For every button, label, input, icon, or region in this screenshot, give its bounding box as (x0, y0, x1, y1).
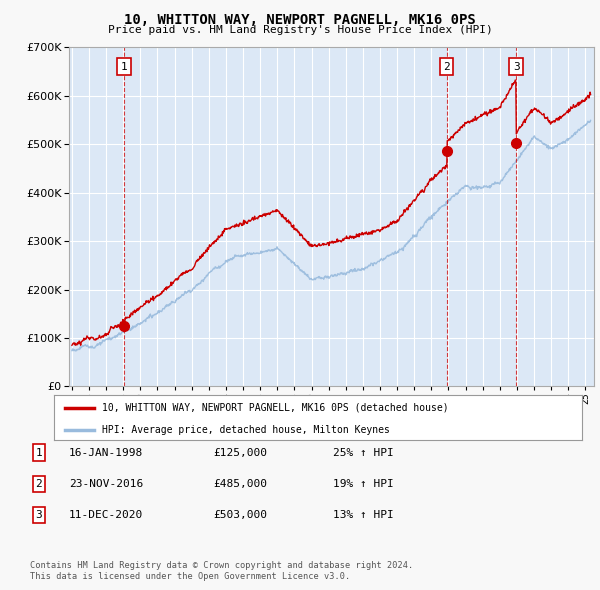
Text: 2: 2 (35, 479, 43, 489)
Text: £125,000: £125,000 (213, 448, 267, 457)
Text: 1: 1 (35, 448, 43, 457)
Text: HPI: Average price, detached house, Milton Keynes: HPI: Average price, detached house, Milt… (101, 425, 389, 435)
Text: £503,000: £503,000 (213, 510, 267, 520)
Text: 25% ↑ HPI: 25% ↑ HPI (333, 448, 394, 457)
Text: 10, WHITTON WAY, NEWPORT PAGNELL, MK16 0PS: 10, WHITTON WAY, NEWPORT PAGNELL, MK16 0… (124, 13, 476, 27)
Text: 16-JAN-1998: 16-JAN-1998 (69, 448, 143, 457)
Text: 13% ↑ HPI: 13% ↑ HPI (333, 510, 394, 520)
Text: This data is licensed under the Open Government Licence v3.0.: This data is licensed under the Open Gov… (30, 572, 350, 581)
Text: Price paid vs. HM Land Registry's House Price Index (HPI): Price paid vs. HM Land Registry's House … (107, 25, 493, 35)
Text: 23-NOV-2016: 23-NOV-2016 (69, 479, 143, 489)
Text: Contains HM Land Registry data © Crown copyright and database right 2024.: Contains HM Land Registry data © Crown c… (30, 560, 413, 569)
Text: £485,000: £485,000 (213, 479, 267, 489)
Text: 2: 2 (443, 61, 450, 71)
Text: 11-DEC-2020: 11-DEC-2020 (69, 510, 143, 520)
Text: 10, WHITTON WAY, NEWPORT PAGNELL, MK16 0PS (detached house): 10, WHITTON WAY, NEWPORT PAGNELL, MK16 0… (101, 403, 448, 412)
Text: 3: 3 (35, 510, 43, 520)
Text: 3: 3 (513, 61, 520, 71)
Text: 19% ↑ HPI: 19% ↑ HPI (333, 479, 394, 489)
Text: 1: 1 (121, 61, 127, 71)
